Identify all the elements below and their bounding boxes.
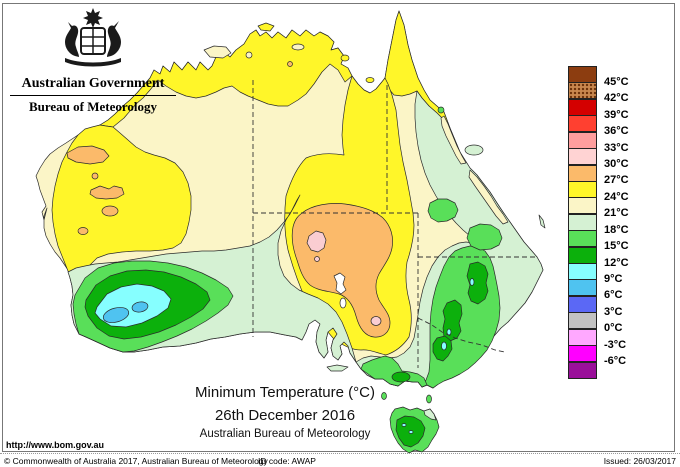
legend-swatch — [568, 213, 597, 231]
crest-kangaroo — [65, 22, 79, 57]
legend-label: 18°C — [604, 223, 629, 236]
region-capeyork-yellow — [384, 10, 451, 129]
legend-label: 42°C — [604, 92, 629, 105]
legend-label: 36°C — [604, 125, 629, 138]
region-sw-blue-2 — [131, 301, 149, 313]
legend-swatch — [568, 82, 597, 100]
legend-swatch — [568, 345, 597, 363]
legend-swatch — [568, 66, 597, 83]
legend-label: 24°C — [604, 190, 629, 203]
region-north-yellow — [99, 29, 353, 128]
government-title: Australian Government — [21, 76, 165, 91]
legend-label: 45°C — [604, 75, 629, 88]
mornington-island — [365, 77, 375, 83]
legend-label: -3°C — [604, 338, 627, 351]
region-palegreen-patch — [464, 144, 484, 156]
legend-swatch — [568, 180, 597, 198]
region-qld-green-2 — [466, 223, 503, 251]
footer-separator — [0, 453, 680, 454]
legend-swatch — [568, 197, 597, 215]
legend-label: 9°C — [604, 272, 623, 285]
region-wa-yellow — [51, 124, 192, 284]
flinders-island — [426, 394, 432, 404]
map-date: 26th December 2016 — [214, 407, 356, 424]
region-vic-coast-green — [360, 355, 428, 388]
legend-swatch — [568, 263, 597, 281]
region-central-pink — [306, 230, 327, 253]
map-title: Minimum Temperature (°C) — [195, 384, 375, 401]
state-borders — [252, 80, 537, 368]
region-qld-green-1 — [427, 198, 459, 223]
legend-swatch — [568, 295, 597, 313]
legend-label: 39°C — [604, 108, 629, 121]
copyright-text: © Commonwealth of Australia 2017, Austra… — [4, 456, 268, 466]
legend-label: 33°C — [604, 141, 629, 154]
lake-torrens — [339, 297, 347, 309]
king-island — [381, 392, 387, 400]
coat-of-arms — [65, 8, 121, 67]
legend-label: 3°C — [604, 305, 623, 318]
melville-island — [257, 22, 275, 32]
groote-island — [340, 54, 350, 62]
legend-label: 15°C — [604, 240, 629, 253]
legend-swatch — [568, 361, 597, 379]
bom-url[interactable]: http://www.bom.gov.au — [6, 440, 104, 450]
map-titles: Minimum Temperature (°C) 26th December 2… — [120, 384, 450, 440]
region-pilbara-orange — [66, 145, 110, 165]
legend-label: 12°C — [604, 256, 629, 269]
kangaroo-island — [326, 364, 349, 372]
legend-swatch — [568, 115, 597, 133]
legend-swatch — [568, 312, 597, 330]
header: Australian Government Bureau of Meteorol… — [8, 6, 178, 115]
region-sw-blue-1 — [102, 307, 130, 323]
region-otway-darkgreen — [391, 371, 411, 383]
header-divider — [10, 95, 176, 96]
legend-label: 6°C — [604, 289, 623, 302]
fraser-island — [538, 214, 546, 229]
legend-swatch — [568, 279, 597, 297]
crest-star — [83, 8, 103, 28]
bureau-title: Bureau of Meteorology — [28, 99, 158, 114]
legend-label: 27°C — [604, 174, 629, 187]
lake-eyre — [333, 272, 347, 295]
legend-swatch — [568, 246, 597, 264]
legend-swatch — [568, 148, 597, 166]
id-code: ID code: AWAP — [258, 456, 316, 466]
legend-swatch — [568, 230, 597, 248]
legend-label: 0°C — [604, 322, 623, 335]
legend-label: 30°C — [604, 158, 629, 171]
legend-label: 21°C — [604, 207, 629, 220]
map-org: Australian Bureau of Meteorology — [199, 428, 371, 440]
crest-scroll — [65, 58, 121, 67]
legend-swatch — [568, 98, 597, 116]
legend-swatch — [568, 131, 597, 149]
legend-label: -6°C — [604, 355, 627, 368]
crest-emu — [107, 21, 121, 57]
legend-swatch — [568, 328, 597, 346]
legend-swatch — [568, 164, 597, 182]
issued-date: Issued: 26/03/2017 — [603, 456, 676, 466]
